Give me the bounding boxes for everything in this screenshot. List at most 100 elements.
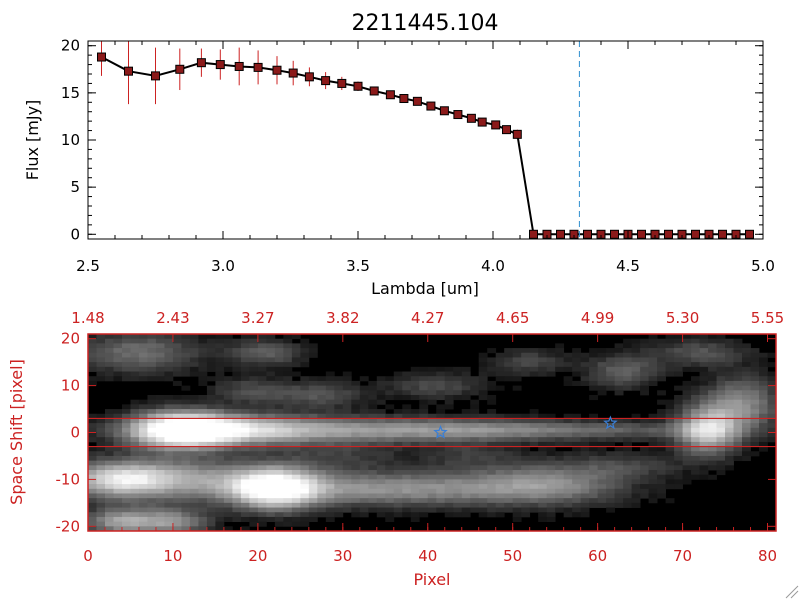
x-tick-label-1: 3.0 (211, 257, 235, 275)
heatmap-cell (589, 352, 599, 358)
heatmap-cell (223, 512, 233, 518)
heatmap-cell (155, 394, 165, 401)
heatmap-cell (555, 343, 565, 349)
heatmap-cell (759, 399, 768, 405)
heatmap-cell (206, 493, 216, 499)
heatmap-cell (750, 352, 760, 358)
heatmap-cell (223, 357, 233, 363)
heatmap-cell (359, 488, 369, 494)
heatmap-cell (393, 488, 403, 494)
heatmap-cell (317, 418, 327, 424)
heatmap-cell (274, 498, 284, 504)
heatmap-cell (691, 409, 700, 415)
heatmap-cell (240, 362, 250, 368)
heatmap-cell (563, 455, 573, 462)
heatmap-cell (121, 493, 131, 499)
heatmap-cell (130, 399, 140, 405)
heatmap-cell (453, 441, 463, 447)
heatmap-cell (495, 366, 505, 372)
heatmap-cell (631, 413, 641, 419)
heatmap-cell (300, 446, 310, 452)
heatmap-cell (529, 409, 539, 415)
heatmap-cell (88, 362, 97, 368)
heatmap-cell (138, 343, 148, 349)
heatmap-cell (580, 366, 590, 372)
heatmap-cell (385, 432, 395, 438)
heatmap-cell (393, 498, 403, 504)
heatmap-cell (402, 474, 412, 480)
heatmap-cell (181, 343, 191, 349)
heatmap-cell (308, 474, 318, 480)
heatmap-cell (88, 521, 97, 527)
heatmap-cell (147, 465, 157, 471)
heatmap-cell (504, 357, 514, 363)
heatmap-cell (342, 427, 352, 433)
heatmap-cell (759, 362, 768, 368)
heatmap-cell (512, 451, 522, 457)
heatmap-cell (376, 376, 386, 382)
heatmap-cell (274, 465, 284, 471)
heatmap-cell (342, 394, 352, 401)
heatmap-cell (249, 437, 259, 443)
heatmap-cell (393, 413, 403, 419)
heatmap-cell (181, 460, 191, 466)
heatmap-cell (240, 484, 250, 490)
heatmap-cell (512, 455, 522, 462)
heatmap-cell (640, 418, 649, 424)
heatmap-cell (368, 399, 378, 405)
heatmap-cell (725, 446, 734, 452)
heatmap-cell (334, 404, 344, 410)
heatmap-cell (725, 380, 734, 386)
heatmap-cell (385, 512, 395, 518)
heatmap-cell (521, 432, 531, 438)
heatmap-cell (283, 441, 293, 447)
heatmap-cell (257, 521, 267, 527)
heatmap-cell (266, 376, 276, 382)
heatmap-cell (155, 413, 165, 419)
heatmap-cell (657, 474, 666, 480)
image-top-tick-label-4: 4.27 (411, 309, 444, 327)
heatmap-cell (300, 423, 310, 429)
heatmap-cell (470, 390, 480, 396)
heatmap-cell (640, 427, 649, 433)
heatmap-cell (232, 376, 242, 382)
heatmap-cell (291, 409, 301, 415)
heatmap-cell (733, 343, 743, 349)
heatmap-cell (665, 484, 675, 490)
heatmap-cell (410, 394, 420, 401)
heatmap-cell (444, 380, 454, 386)
heatmap-cell (172, 502, 182, 508)
heatmap-cell (546, 465, 556, 471)
heatmap-cell (96, 526, 106, 532)
heatmap-cell (215, 484, 225, 490)
heatmap-cell (164, 498, 174, 504)
heatmap-cell (504, 418, 514, 424)
heatmap-cell (342, 488, 352, 494)
heatmap-cell (113, 437, 123, 443)
data-point-18 (426, 101, 436, 111)
heatmap-cell (648, 352, 658, 358)
heatmap-cell (308, 348, 318, 354)
heatmap-cell (708, 441, 717, 447)
image-y-tick-label-4: 20 (61, 330, 80, 348)
heatmap-cell (682, 437, 692, 443)
heatmap-cell (215, 512, 225, 518)
heatmap-cell (393, 432, 403, 438)
heatmap-cell (334, 394, 344, 401)
heatmap-cell (198, 343, 208, 349)
heatmap-cell (172, 441, 182, 447)
heatmap-cell (113, 418, 123, 424)
heatmap-cell (444, 493, 454, 499)
heatmap-cell (682, 409, 692, 415)
heatmap-cell (206, 362, 216, 368)
heatmap-cell (334, 413, 344, 419)
heatmap-cell (682, 348, 692, 354)
heatmap-cell (164, 437, 174, 443)
heatmap-cell (759, 394, 768, 401)
heatmap-cell (682, 394, 692, 401)
resize-grip-icon[interactable] (785, 585, 799, 599)
heatmap-cell (325, 409, 335, 415)
heatmap-cell (580, 357, 590, 363)
heatmap-cell (351, 446, 361, 452)
